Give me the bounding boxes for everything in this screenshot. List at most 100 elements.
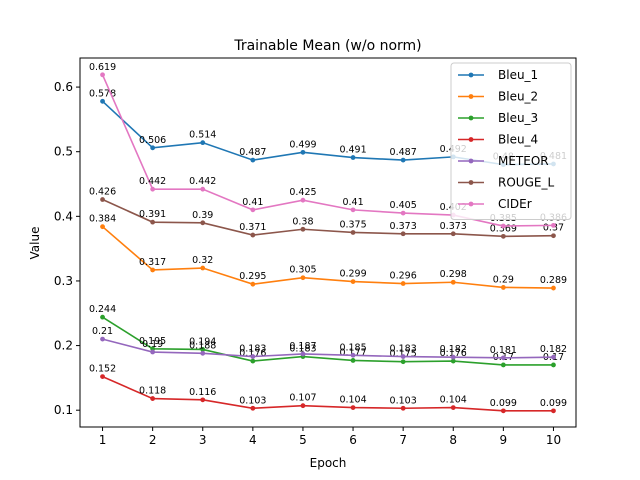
data-label: 0.118 (139, 386, 166, 397)
data-point (551, 233, 556, 239)
series-line (102, 375, 554, 412)
data-point (150, 267, 156, 273)
data-point (250, 207, 256, 213)
data-point (350, 358, 356, 363)
data-point (350, 230, 356, 235)
legend-swatch-marker (468, 137, 474, 142)
data-label: 0.32 (192, 255, 213, 266)
data-point (450, 231, 456, 237)
chart-title: Trainable Mean (w/o norm) (233, 38, 421, 54)
data-label: 0.487 (239, 147, 266, 158)
data-label: 0.176 (440, 348, 467, 359)
data-label: 0.104 (339, 395, 366, 406)
data-point (200, 140, 206, 146)
series-line (102, 226, 554, 289)
data-point (300, 226, 306, 232)
legend-item-bleu_1: Bleu_1 (458, 68, 538, 82)
data-point (350, 405, 356, 411)
data-label: 0.183 (390, 344, 417, 355)
legend-item-bleu_3: Bleu_3 (458, 111, 538, 125)
data-label: 0.425 (289, 187, 316, 198)
data-point (100, 336, 105, 342)
data-label: 0.107 (289, 393, 316, 404)
data-label: 0.29 (493, 274, 514, 285)
data-label: 0.41 (242, 197, 263, 208)
data-label: 0.384 (89, 214, 116, 225)
data-point (350, 207, 356, 213)
data-label: 0.181 (490, 345, 517, 356)
data-label: 0.244 (89, 304, 116, 315)
data-point (200, 350, 206, 356)
data-label: 0.373 (440, 221, 467, 232)
data-label: 0.442 (139, 176, 166, 187)
data-label: 0.373 (390, 221, 417, 232)
legend-label: Bleu_2 (498, 90, 538, 104)
data-point (400, 231, 406, 237)
data-label: 0.369 (490, 223, 517, 234)
series-line (101, 74, 554, 227)
data-point (100, 314, 105, 320)
series-bleu_4: 0.152 0.118 0.116 0.103 0.107 0.104 0.103 0.104… (89, 364, 567, 414)
data-label: 0.405 (390, 200, 417, 211)
legend: Bleu_1 Bleu_2 Bleu_3 Bleu_4 METEOR ROUGE_L CID… (450, 62, 572, 220)
data-point (551, 222, 556, 228)
data-label: 0.182 (540, 344, 567, 355)
data-label: 0.296 (390, 271, 417, 282)
data-point (450, 405, 456, 411)
data-point (200, 265, 206, 271)
data-point (400, 405, 406, 411)
y-tick-label: 0.4 (54, 209, 73, 223)
data-point (450, 354, 456, 360)
data-point (450, 279, 456, 285)
legend-swatch-marker (468, 158, 474, 164)
x-tick-label: 1 (99, 433, 107, 447)
x-tick-label: 3 (199, 433, 207, 447)
data-point (500, 223, 506, 229)
data-label: 0.103 (239, 395, 266, 406)
data-label: 0.099 (490, 398, 517, 409)
data-point (200, 397, 206, 403)
data-point (250, 157, 256, 163)
legend-swatch-marker (468, 115, 474, 121)
data-point (200, 186, 206, 192)
data-point (500, 233, 506, 239)
data-point (200, 347, 206, 352)
data-label: 0.176 (239, 348, 266, 359)
data-point (551, 285, 556, 291)
legend-item-bleu_2: Bleu_2 (458, 90, 538, 104)
data-point (300, 197, 306, 203)
y-tick-label: 0.2 (54, 339, 73, 353)
data-point (300, 403, 306, 409)
plot-area: 0.5780.5060.5140.4870.4990.4910.4870.492… (89, 62, 567, 414)
data-label: 0.194 (189, 336, 216, 347)
data-point (150, 186, 156, 192)
data-point (450, 358, 456, 364)
data-point (100, 197, 105, 202)
data-label: 0.19 (142, 339, 163, 350)
legend-item-cider: CIDEr (458, 197, 532, 211)
legend-swatch-marker (468, 72, 474, 78)
series-bleu_2: 0.384 0.317 0.32 0.295 0.305 0.299 0.296 0.298 0… (89, 214, 567, 291)
data-point (300, 275, 306, 281)
x-axis-label: Epoch (310, 456, 347, 470)
data-point (250, 354, 256, 359)
legend-label: METEOR (498, 154, 549, 168)
data-point (100, 374, 105, 379)
data-point (250, 281, 256, 287)
x-tick-label: 5 (299, 433, 307, 447)
plot-frame (79, 57, 577, 428)
data-point (350, 155, 356, 160)
data-point (250, 232, 256, 238)
data-point (100, 98, 105, 104)
data-label: 0.116 (189, 387, 216, 398)
data-point (350, 352, 356, 358)
legend-box (450, 62, 572, 220)
x-tick-label: 6 (349, 433, 357, 447)
data-label: 0.183 (239, 344, 266, 355)
data-label: 0.442 (189, 176, 216, 187)
data-label: 0.188 (189, 340, 216, 351)
y-tick-label: 0.6 (54, 80, 73, 94)
legend-swatch-marker (468, 94, 474, 99)
series-meteor: 0.210.19 0.188 0.183 0.187 0.185 0.183 0.182 0.… (92, 326, 567, 361)
legend-label: Bleu_1 (498, 68, 538, 82)
